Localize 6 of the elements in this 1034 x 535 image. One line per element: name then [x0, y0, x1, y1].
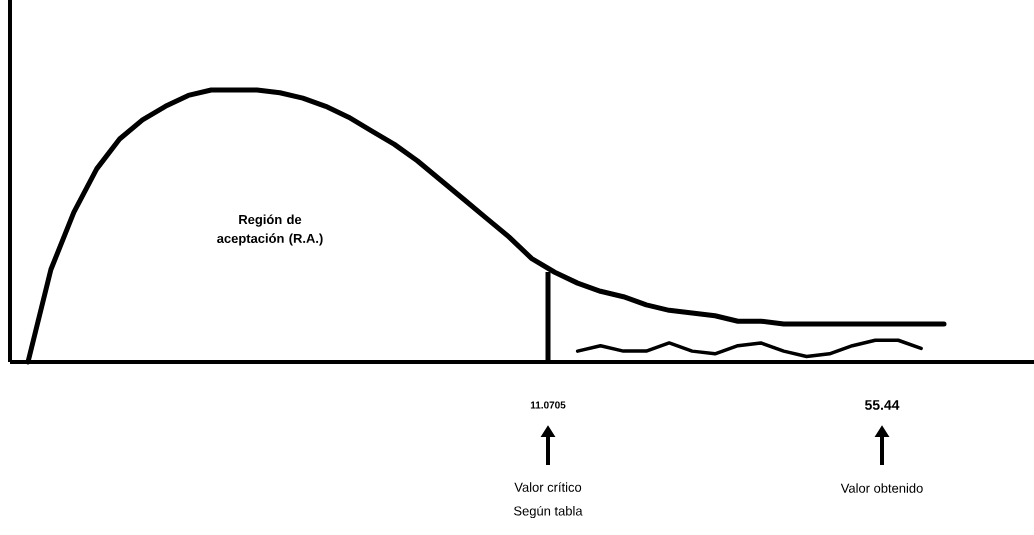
- text: 11.0705: [530, 401, 566, 409]
- text: Valor obtenido: [840, 483, 923, 493]
- text: Valor crítico: [514, 482, 582, 492]
- text: 55.44: [864, 400, 900, 410]
- text: Según tabla: [514, 505, 583, 519]
- annotation: Región de aceptación (R.A.): [217, 214, 323, 246]
